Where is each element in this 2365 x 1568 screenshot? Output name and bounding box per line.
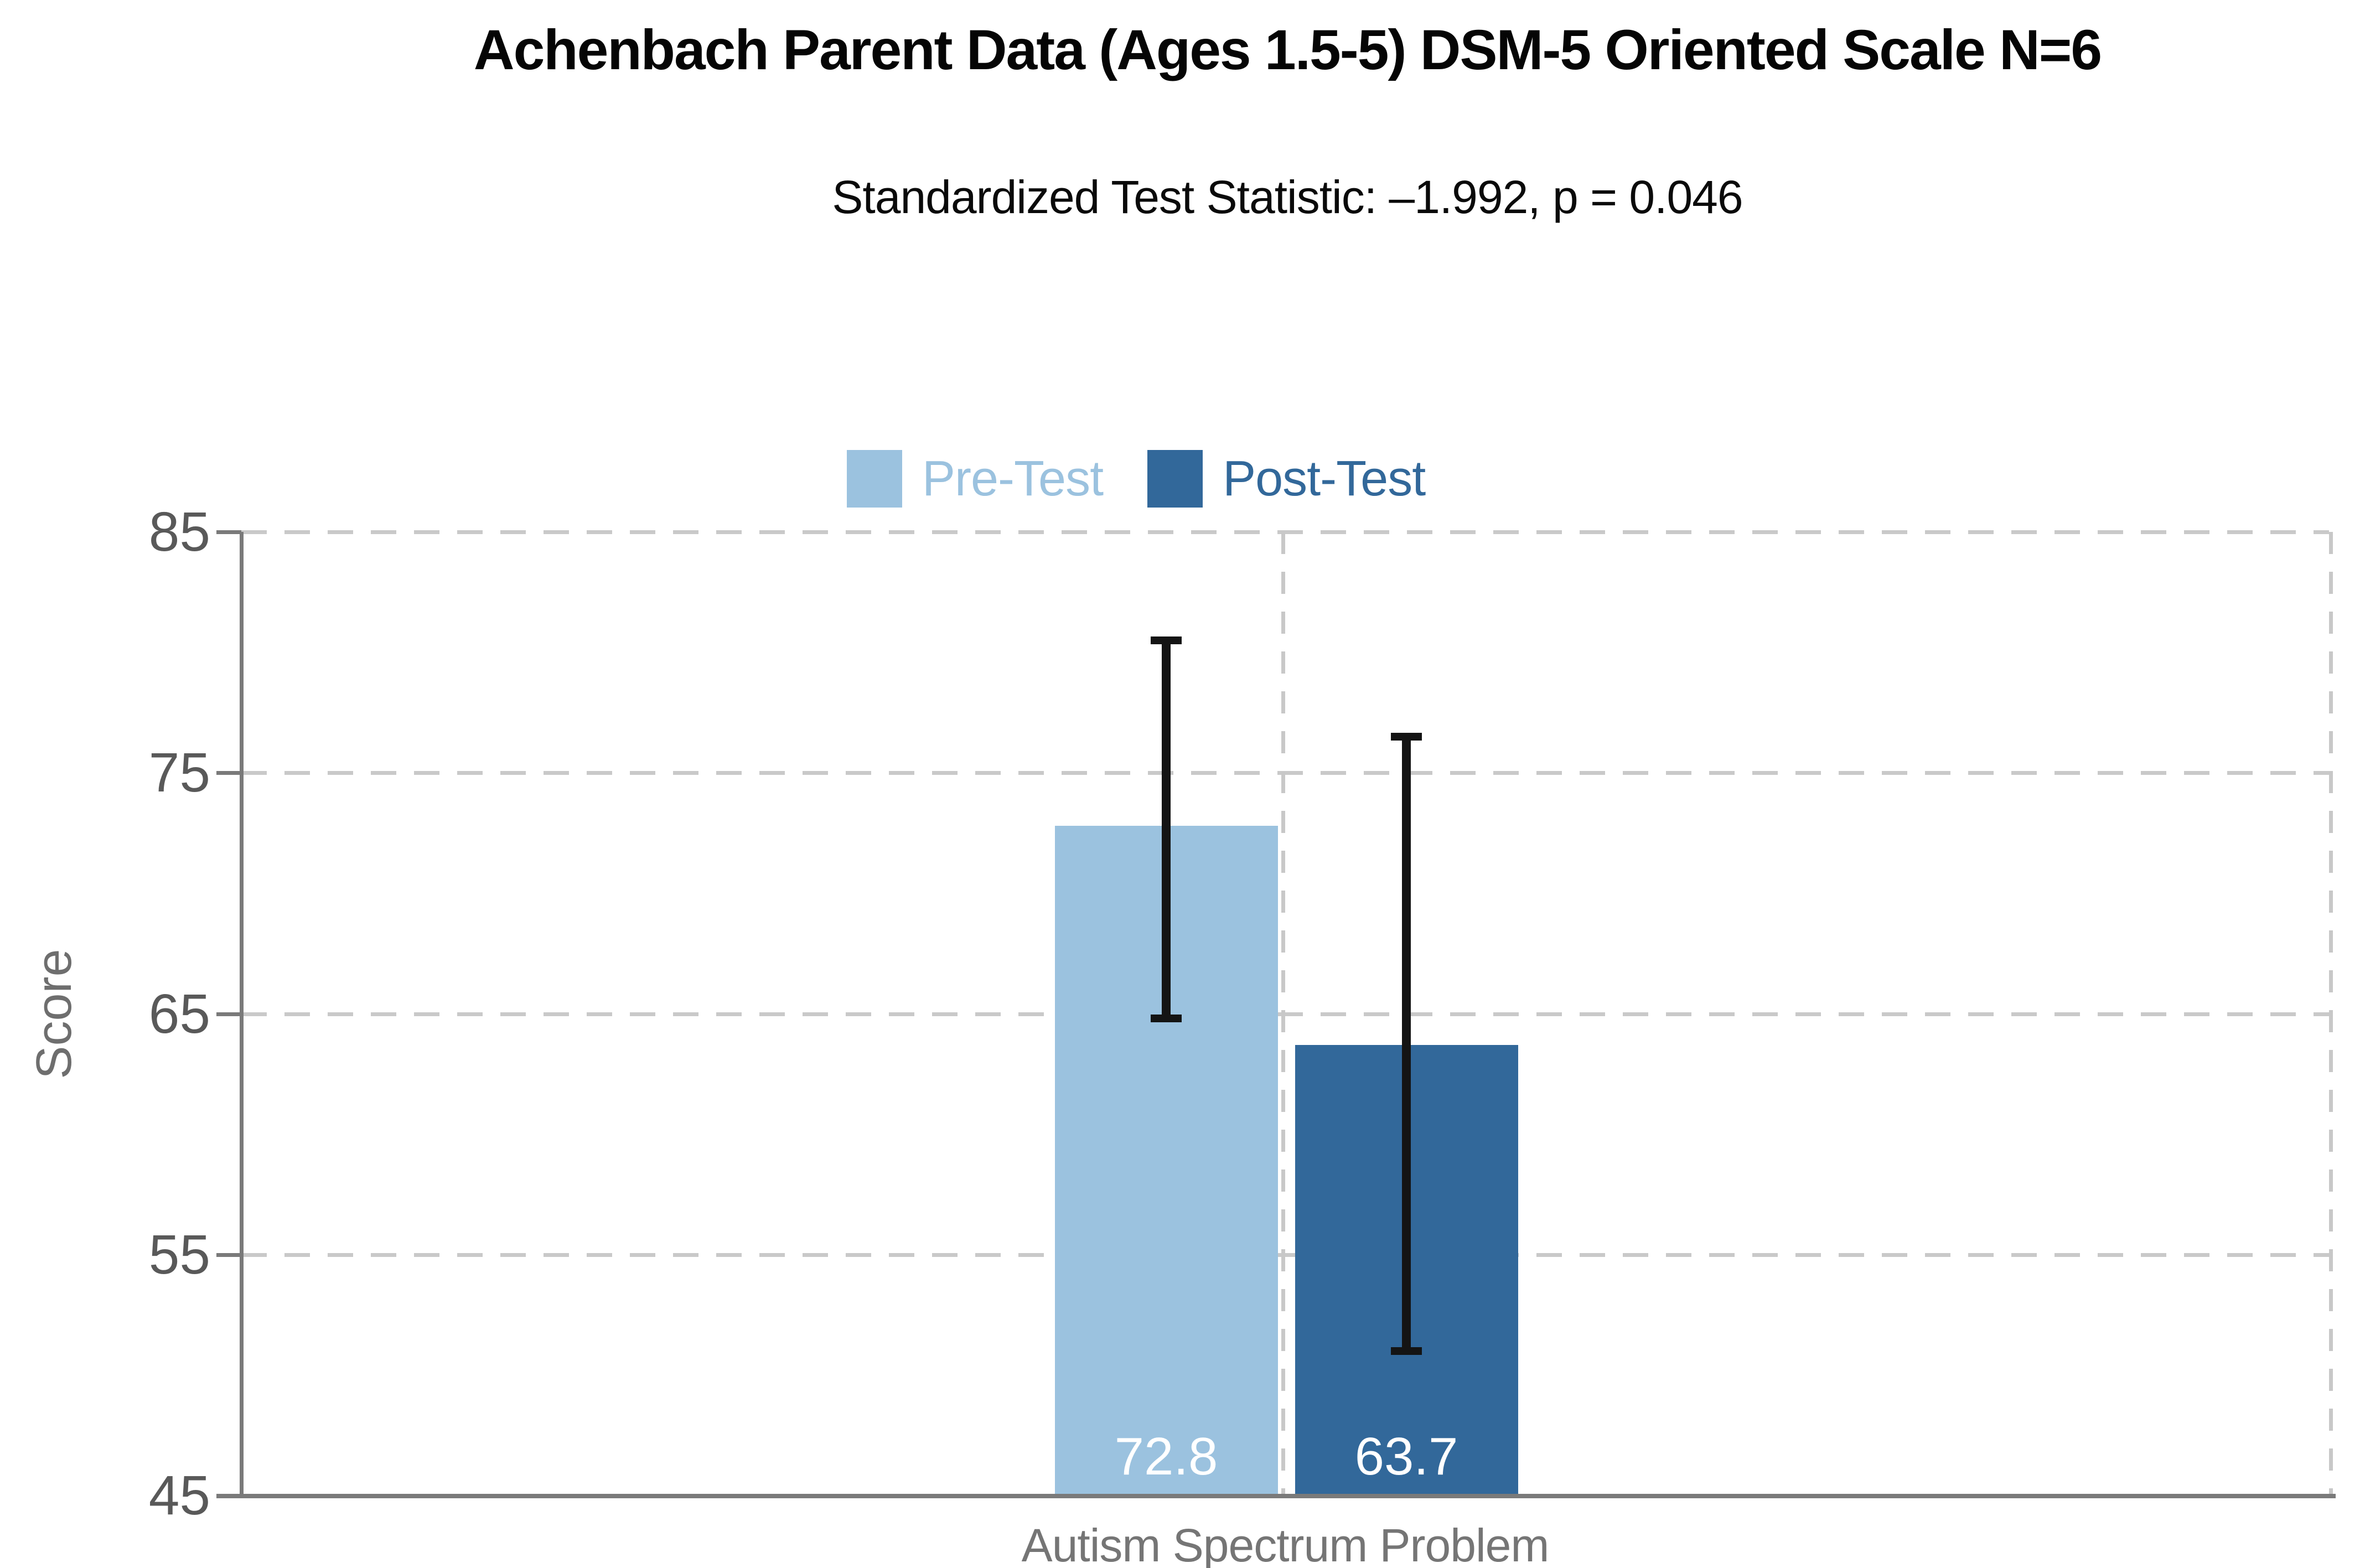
gridline-horizontal-75: [241, 771, 2329, 775]
legend-label-post-test: Post-Test: [1223, 451, 1426, 506]
y-tick-label-55: 55: [148, 1224, 210, 1286]
y-axis-tick: [216, 1012, 241, 1016]
y-axis-tick: [216, 530, 241, 534]
pre-test-swatch-icon: [847, 450, 902, 508]
y-axis-line: [240, 532, 244, 1498]
error-bar-stem: [1162, 640, 1171, 1019]
y-axis-tick: [216, 771, 241, 775]
y-tick-label-65: 65: [148, 983, 210, 1045]
gridline-horizontal-65: [241, 1012, 2329, 1016]
bar-value-label-post-test: 63.7: [1354, 1426, 1458, 1486]
y-tick-label-75: 75: [148, 742, 210, 804]
legend-item-pre-test: Pre-Test: [847, 450, 1104, 508]
bar-value-label-pre-test: 72.8: [1114, 1426, 1218, 1486]
post-test-swatch-icon: [1147, 450, 1203, 508]
legend: Pre-Test Post-Test: [847, 450, 1426, 508]
y-axis-title: Score: [27, 949, 82, 1079]
error-bar-cap-icon: [1151, 1015, 1182, 1023]
x-category-label: Autism Spectrum Problem: [1021, 1519, 1550, 1568]
y-tick-label-85: 85: [148, 501, 210, 563]
chart-subtitle: Standardized Test Statistic: –1.992, p =…: [832, 171, 1743, 223]
x-axis-line: [216, 1494, 2336, 1498]
gridline-vertical-center: [1281, 532, 1285, 1495]
gridline-horizontal-85: [241, 530, 2329, 534]
error-bar-cap-icon: [1391, 1347, 1422, 1355]
gridline-horizontal-55: [241, 1253, 2329, 1257]
gridline-vertical-right: [2329, 532, 2333, 1495]
error-bar-stem: [1402, 736, 1411, 1351]
y-axis-tick: [216, 1253, 241, 1257]
chart-title: Achenbach Parent Data (Ages 1.5-5) DSM-5…: [473, 18, 2102, 81]
y-tick-label-45: 45: [148, 1464, 210, 1526]
legend-item-post-test: Post-Test: [1147, 450, 1426, 508]
legend-label-pre-test: Pre-Test: [922, 451, 1104, 506]
